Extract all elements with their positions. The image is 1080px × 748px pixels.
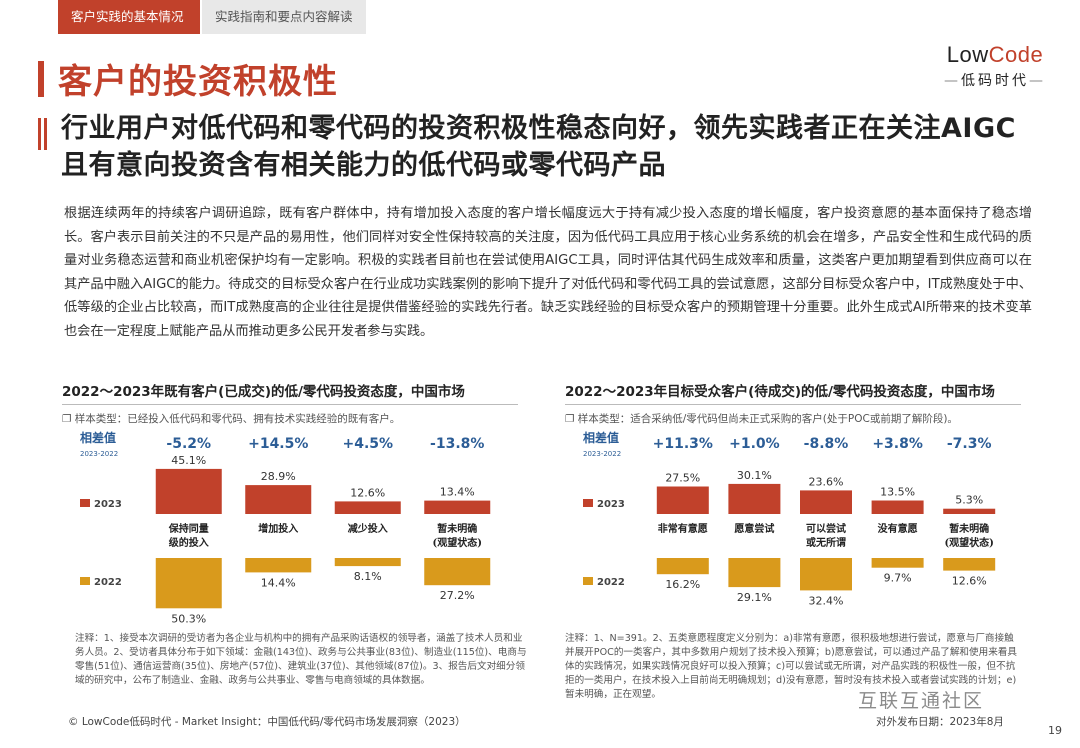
category-label: 暂未明确 bbox=[949, 522, 989, 535]
bar-2023 bbox=[334, 501, 401, 514]
tab-practice-guide[interactable]: 实践指南和要点内容解读 bbox=[202, 0, 366, 34]
diff-value: +4.5% bbox=[342, 436, 393, 452]
chart-target-customers: 相差值 2023-2022 2023 2022 +11.3% 27.5% 非常有意愿 16.2… bbox=[583, 430, 996, 607]
bar-2022-label: 14.4% bbox=[261, 576, 296, 589]
legend-2023-swatch bbox=[583, 499, 593, 507]
logo-sub: 低码时代 bbox=[961, 73, 1029, 89]
watermark: 互联互通社区 bbox=[858, 690, 985, 712]
bar-2023-label: 13.4% bbox=[440, 486, 475, 499]
bar-2022 bbox=[728, 558, 781, 588]
logo-main-b: Code bbox=[988, 42, 1044, 67]
legend-2022-swatch bbox=[80, 577, 90, 585]
bar-2022 bbox=[943, 558, 996, 571]
diff-value: -5.2% bbox=[166, 436, 211, 452]
diff-value: +14.5% bbox=[248, 436, 308, 452]
category-label: (观望状态) bbox=[944, 536, 993, 549]
diff-value: -8.8% bbox=[804, 436, 849, 452]
section-tabs: 客户实践的基本情况 实践指南和要点内容解读 bbox=[58, 0, 366, 34]
category-label: 或无所谓 bbox=[806, 536, 846, 549]
chart-title: 2022～2023年既有客户(已成交)的低/零代码投资态度，中国市场 bbox=[62, 380, 518, 405]
footer-date: 对外发布日期：2023年8月 bbox=[876, 716, 1004, 728]
bar-2023 bbox=[871, 500, 924, 514]
category-label: 级的投入 bbox=[168, 536, 209, 549]
bar-2023-label: 45.1% bbox=[171, 454, 206, 467]
footer-copyright: © LowCode低码时代 - Market Insight：中国低代码/零代码… bbox=[68, 716, 466, 728]
bar-2023-label: 23.6% bbox=[809, 475, 844, 488]
tab-customer-practice[interactable]: 客户实践的基本情况 bbox=[58, 0, 200, 34]
page-title: 客户的投资积极性 bbox=[58, 62, 338, 102]
legend-2022-label: 2022 bbox=[94, 577, 122, 588]
chart-panel-target-customers: 2022～2023年目标受众客户(待成交)的低/零代码投资态度，中国市场 ❐ 样… bbox=[565, 380, 1021, 628]
bar-2023-label: 12.6% bbox=[350, 486, 385, 499]
title-accent-bar bbox=[38, 60, 44, 97]
bar-2023 bbox=[424, 500, 491, 514]
headline-row: 行业用户对低代码和零代码的投资积极性稳态向好，领先实践者正在关注AIGC且有意向… bbox=[38, 110, 1031, 184]
legend-2023-swatch bbox=[80, 499, 90, 507]
bar-2023 bbox=[943, 508, 996, 514]
bar-2023 bbox=[245, 485, 312, 514]
bar-2023-label: 13.5% bbox=[880, 486, 915, 499]
category-label: 减少投入 bbox=[348, 522, 388, 535]
bar-2023-label: 5.3% bbox=[955, 494, 983, 507]
bar-2023-label: 27.5% bbox=[665, 472, 700, 485]
bar-2022-label: 50.3% bbox=[171, 612, 206, 625]
legend-2023-label: 2023 bbox=[94, 499, 122, 510]
lowcode-logo: LowCode —低码时代— bbox=[944, 42, 1046, 89]
bar-2022 bbox=[871, 558, 924, 568]
diff-value: +1.0% bbox=[729, 436, 780, 452]
bar-2022-label: 12.6% bbox=[952, 575, 987, 588]
diff-value: +3.8% bbox=[872, 436, 923, 452]
bar-2022 bbox=[424, 558, 491, 586]
logo-main-a: Low bbox=[946, 42, 989, 67]
bar-2023 bbox=[155, 468, 222, 514]
bar-2023 bbox=[800, 490, 852, 514]
category-label: 非常有意愿 bbox=[658, 522, 708, 535]
chart-sample-note: ❐ 样本类型：已经投入低代码和零代码、拥有技术实践经验的既有客户。 bbox=[62, 413, 401, 425]
headline: 行业用户对低代码和零代码的投资积极性稳态向好，领先实践者正在关注AIGC且有意向… bbox=[61, 113, 1016, 181]
bar-2022-label: 16.2% bbox=[665, 578, 700, 591]
bar-2022 bbox=[334, 558, 401, 567]
legend-2022-swatch bbox=[583, 577, 593, 585]
bar-2022 bbox=[155, 558, 222, 609]
diff-sublabel: 2023-2022 bbox=[583, 450, 621, 458]
footnote-left: 注释：1、接受本次调研的受访者为各企业与机构中的拥有产品采购话语权的领导者，涵盖… bbox=[75, 633, 527, 686]
category-label: 没有意愿 bbox=[878, 522, 918, 535]
category-label: 暂未明确 bbox=[437, 522, 477, 535]
chart-panel-existing-customers: 2022～2023年既有客户(已成交)的低/零代码投资态度，中国市场 ❐ 样本类… bbox=[62, 380, 518, 628]
chart-sample-note: ❐ 样本类型：适合采纳低/零代码但尚未正式采购的客户(处于POC或前期了解阶段)… bbox=[565, 413, 958, 425]
diff-value: -7.3% bbox=[947, 436, 992, 452]
page-title-row: 客户的投资积极性 bbox=[38, 54, 338, 103]
diff-sublabel: 2023-2022 bbox=[80, 450, 118, 458]
category-label: 保持同量 bbox=[168, 522, 209, 535]
chart-title: 2022～2023年目标受众客户(待成交)的低/零代码投资态度，中国市场 bbox=[565, 380, 1021, 405]
bar-2022 bbox=[656, 558, 709, 575]
bar-2022-label: 8.1% bbox=[354, 570, 382, 583]
diff-value: +11.3% bbox=[653, 436, 713, 452]
category-label: (观望状态) bbox=[433, 536, 482, 549]
bar-2023-label: 30.1% bbox=[737, 469, 772, 482]
legend-2022-label: 2022 bbox=[597, 577, 625, 588]
category-label: 可以尝试 bbox=[806, 522, 846, 535]
bar-2023 bbox=[656, 486, 709, 514]
footnote-right: 注释：1、N=391。2、五类意愿程度定义分别为：a)非常有意愿，很积极地想进行… bbox=[565, 633, 1017, 700]
page-number: 19 bbox=[1048, 724, 1062, 737]
bar-2022 bbox=[800, 558, 852, 591]
headline-accent-bars bbox=[38, 118, 47, 184]
bar-2023-label: 28.9% bbox=[261, 470, 296, 483]
category-label: 愿意尝试 bbox=[734, 522, 774, 535]
bar-2022-label: 29.1% bbox=[737, 591, 772, 604]
diff-value: -13.8% bbox=[430, 436, 484, 452]
bar-2022-label: 27.2% bbox=[440, 589, 475, 602]
legend-2023-label: 2023 bbox=[597, 499, 625, 510]
diff-label: 相差值 bbox=[583, 430, 619, 445]
bar-2023 bbox=[728, 483, 781, 514]
bar-2022-label: 32.4% bbox=[809, 594, 844, 607]
body-paragraph: 根据连续两年的持续客户调研追踪，既有客户群体中，持有增加投入态度的客户增长幅度远… bbox=[64, 206, 1032, 339]
diff-label: 相差值 bbox=[80, 430, 116, 445]
category-label: 增加投入 bbox=[258, 522, 298, 535]
bar-2022-label: 9.7% bbox=[884, 572, 912, 585]
bar-2022 bbox=[245, 558, 312, 573]
